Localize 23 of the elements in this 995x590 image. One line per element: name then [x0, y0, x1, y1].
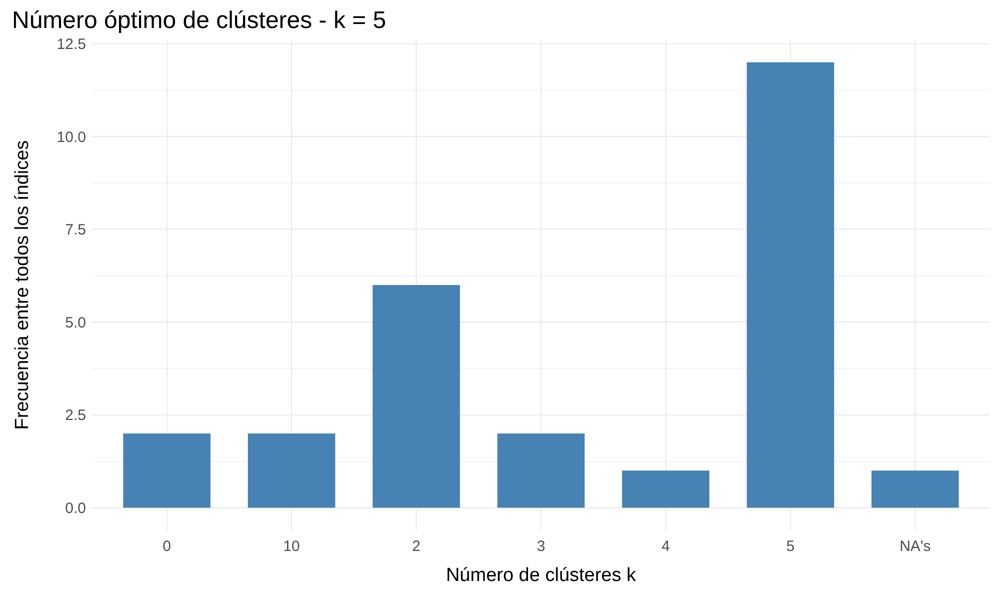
x-tick-label: 0 [162, 538, 172, 555]
x-tick-label: 2 [412, 538, 420, 555]
bar [248, 433, 336, 508]
bar [497, 433, 585, 508]
y-tick-label: 0.0 [65, 500, 86, 517]
y-tick-label: 2.5 [65, 407, 86, 424]
bar [123, 433, 210, 508]
bar [372, 285, 460, 508]
x-tick-label: 3 [536, 538, 546, 555]
y-tick-label: 10.0 [56, 128, 86, 146]
x-tick-label: 10 [283, 538, 300, 555]
x-tick-label: 5 [786, 538, 795, 555]
bar [746, 62, 834, 508]
y-tick-label: 12.5 [56, 36, 86, 53]
chart-title: Número óptimo de clústeres - k = 5 [12, 7, 386, 34]
x-tick-label: NA's [900, 538, 931, 555]
y-axis-title: Frecuencia entre todos los índices [12, 140, 33, 430]
bar [622, 470, 710, 508]
y-tick-label: 5.0 [65, 314, 86, 332]
x-axis-title: Número de clústeres k [446, 565, 637, 586]
x-tick-label: 4 [662, 538, 670, 555]
y-tick-label: 7.5 [65, 222, 86, 239]
bar [872, 470, 959, 508]
